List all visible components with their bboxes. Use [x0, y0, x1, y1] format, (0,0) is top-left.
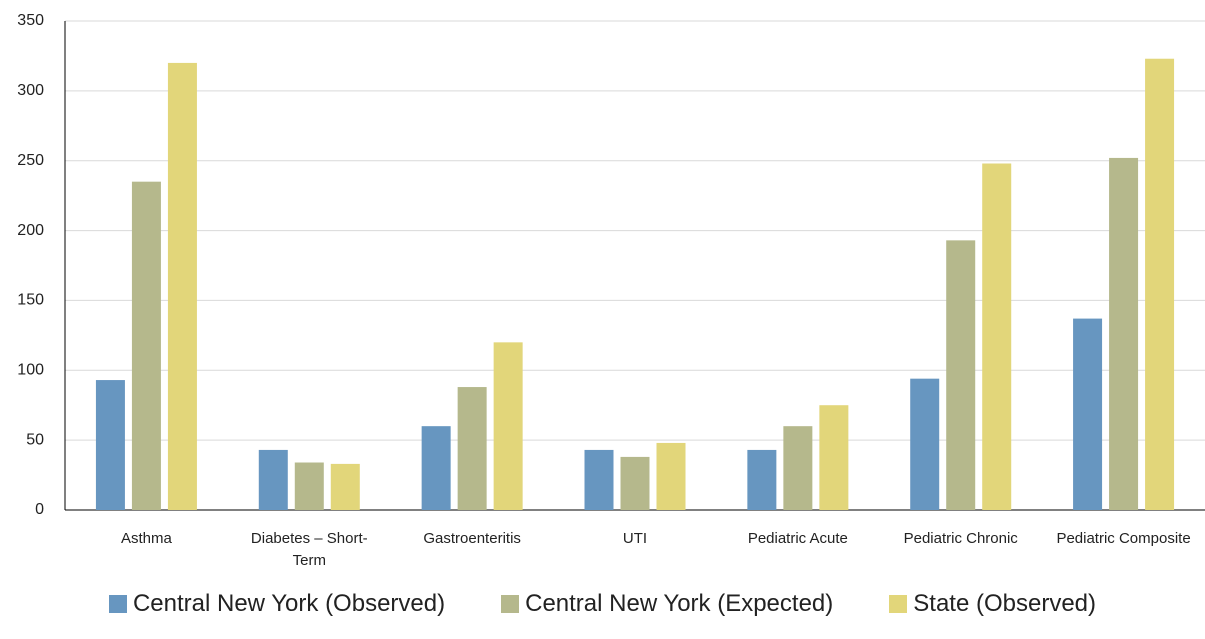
- x-tick-label: Pediatric Acute: [747, 530, 848, 547]
- bar: [910, 378, 940, 510]
- bar: [819, 405, 849, 510]
- bar: [584, 449, 614, 510]
- legend-swatch: [889, 595, 908, 613]
- y-tick-label: 250: [17, 152, 44, 169]
- legend-item: Central New York (Expected): [501, 590, 833, 618]
- legend-swatch: [108, 595, 127, 613]
- y-tick-label: 300: [17, 82, 44, 99]
- y-tick-label: 0: [35, 501, 44, 518]
- bar: [294, 462, 324, 510]
- x-tick-label: Gastroenteritis: [423, 530, 521, 547]
- bar: [258, 449, 288, 510]
- bar: [330, 463, 360, 510]
- x-tick-label: Pediatric Chronic: [903, 530, 1018, 547]
- legend-swatch: [501, 595, 520, 613]
- bar: [747, 449, 777, 510]
- bar: [656, 442, 686, 510]
- bar: [1145, 58, 1175, 510]
- legend-label: Central New York (Observed): [132, 590, 446, 617]
- y-tick-label: 100: [17, 362, 44, 379]
- legend: Central New York (Observed) Central New Y…: [0, 590, 1205, 618]
- bar: [783, 426, 813, 510]
- bar: [457, 387, 487, 510]
- bar: [95, 380, 125, 510]
- x-tick-label: Diabetes – Short-Term: [250, 530, 368, 569]
- bar: [493, 342, 523, 510]
- y-tick-label: 200: [17, 222, 44, 239]
- bar: [1109, 157, 1139, 511]
- legend-item: Central New York (Observed): [108, 590, 446, 618]
- y-tick-label: 350: [17, 12, 44, 29]
- legend-label: Central New York (Expected): [525, 590, 834, 617]
- y-tick-label: 150: [17, 292, 44, 309]
- y-tick-label: 50: [26, 431, 44, 448]
- bar: [620, 456, 650, 510]
- x-tick-label: Asthma: [120, 530, 172, 547]
- legend-item: State (Observed): [889, 590, 1096, 618]
- x-tick-label: Pediatric Composite: [1056, 530, 1191, 547]
- bar: [1073, 318, 1103, 510]
- bar: [167, 62, 197, 511]
- x-tick-label: UTI: [622, 530, 648, 547]
- plot: 0 50 100 150 200 250 300 350: [17, 12, 1205, 518]
- bar: [946, 240, 976, 510]
- legend-label: State (Observed): [913, 590, 1097, 617]
- bar: [982, 163, 1012, 510]
- bar: [131, 181, 161, 510]
- bar: [421, 426, 451, 510]
